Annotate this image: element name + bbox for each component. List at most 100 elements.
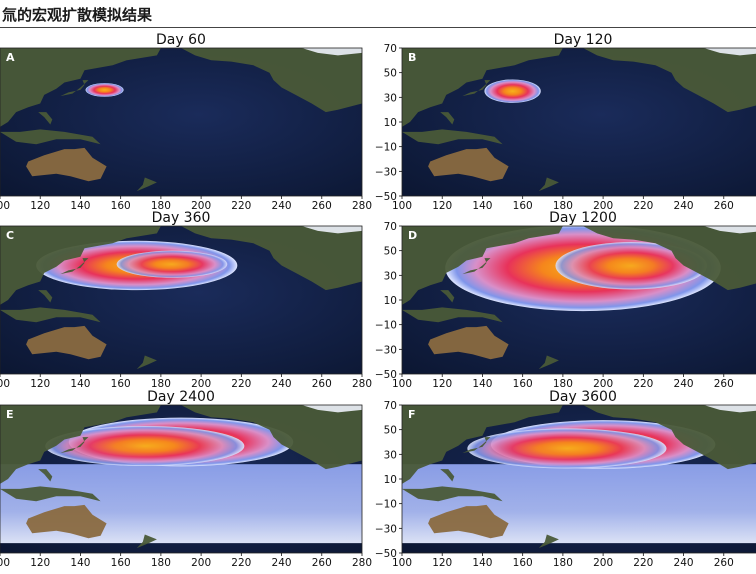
philippines-island	[440, 290, 455, 303]
x-tick-label: 180	[151, 557, 171, 569]
x-tick-label: 240	[674, 557, 694, 569]
x-tick-label: 260	[312, 378, 332, 390]
y-tick-label: 50	[384, 246, 397, 258]
y-tick-label: 10	[384, 295, 397, 307]
japan-island	[462, 437, 491, 454]
map-panel-e: E Day 2400 100 120 140 160 180 200 220 240 260 280	[0, 389, 372, 569]
japan-island	[60, 258, 89, 275]
x-tick-label: 260	[714, 378, 734, 390]
x-tick-label: 140	[70, 378, 90, 390]
x-tick-label: 240	[674, 200, 694, 212]
panel-letter: D	[408, 229, 417, 242]
x-tick-label: 260	[714, 557, 734, 569]
x-tick-label: 220	[231, 200, 251, 212]
x-tick-label: 120	[432, 557, 452, 569]
map-panel-b: B Day 120 100 120 140 160 180 200 220 240 260 70 50 3…	[375, 32, 756, 212]
panel-border	[0, 225, 363, 375]
y-tick-label: 30	[384, 92, 397, 104]
title-divider	[0, 27, 756, 28]
north-america-landmass	[583, 48, 756, 113]
x-tick-label: 100	[0, 378, 10, 390]
panel-title: Day 2400	[147, 389, 215, 405]
x-tick-label: 200	[191, 557, 211, 569]
panel-content-e	[0, 405, 362, 549]
x-tick-label: 160	[111, 557, 131, 569]
x-tick-label: 120	[30, 378, 50, 390]
north-america-landmass	[181, 405, 362, 470]
x-tick-label: 100	[392, 200, 412, 212]
panel-title: Day 60	[156, 32, 206, 48]
greenland-ice	[703, 226, 756, 234]
x-tick-label: 160	[111, 200, 131, 212]
x-tick-label: 120	[432, 200, 452, 212]
x-tick-label: 260	[312, 557, 332, 569]
x-tick-label: 200	[191, 378, 211, 390]
japan-island	[462, 258, 491, 275]
plume-eastern-tail	[116, 250, 228, 278]
x-tick-label: 160	[111, 378, 131, 390]
x-tick-label: 260	[714, 200, 734, 212]
x-tick-label: 200	[593, 378, 613, 390]
x-tick-label: 120	[432, 378, 452, 390]
asia-landmass	[402, 405, 563, 484]
x-tick-label: 260	[312, 200, 332, 212]
philippines-island	[38, 112, 53, 125]
plume-core	[45, 425, 245, 467]
new-zealand-island	[136, 177, 157, 192]
x-tick-label: 200	[593, 557, 613, 569]
plume-low-concentration	[402, 464, 756, 544]
y-tick-label: −50	[375, 191, 397, 203]
new-zealand-island	[136, 534, 157, 549]
panel-border	[0, 47, 363, 197]
map-panel-c: C Day 360 100 120 140 160 180 200 220 240 260 280	[0, 210, 372, 390]
x-tick-label: 180	[151, 378, 171, 390]
x-tick-label: 120	[30, 557, 50, 569]
australia-landmass	[428, 504, 509, 539]
panel-title: Day 1200	[549, 210, 617, 226]
maritime-asia-islands	[402, 307, 503, 323]
y-tick-label: −30	[375, 344, 397, 356]
greenland-ice	[301, 226, 362, 234]
y-tick-label: 50	[384, 425, 397, 437]
australia-landmass	[428, 147, 509, 182]
y-tick-label: 10	[384, 474, 397, 486]
y-tick-label: −50	[375, 548, 397, 560]
panel-title: Day 360	[152, 210, 211, 226]
maritime-asia-islands	[0, 307, 101, 323]
panel-content-c	[0, 226, 362, 370]
x-tick-label: 200	[191, 200, 211, 212]
x-tick-label: 280	[352, 378, 372, 390]
maritime-asia-islands	[402, 486, 503, 502]
panel-border	[0, 404, 363, 554]
x-tick-label: 180	[151, 200, 171, 212]
map-panel-d: D Day 1200 100 120 140 160 180 200 220 240 260 70 50…	[375, 210, 756, 390]
x-tick-label: 180	[553, 200, 573, 212]
panel-letter: A	[6, 51, 15, 64]
australia-landmass	[26, 325, 107, 360]
panel-letter: E	[6, 408, 14, 421]
x-tick-label: 240	[272, 200, 292, 212]
plume-low-concentration	[0, 464, 362, 544]
x-tick-label: 140	[472, 557, 492, 569]
asia-landmass	[402, 48, 563, 127]
x-tick-label: 140	[472, 200, 492, 212]
new-zealand-island	[538, 534, 559, 549]
plume-core	[467, 428, 667, 469]
greenland-ice	[703, 48, 756, 56]
philippines-island	[38, 469, 53, 482]
y-tick-label: −30	[375, 166, 397, 178]
y-tick-label: −10	[375, 320, 397, 332]
asia-landmass	[0, 405, 161, 484]
y-tick-label: 30	[384, 270, 397, 282]
new-zealand-island	[136, 355, 157, 370]
panel-letter: F	[408, 408, 416, 421]
panel-title: Day 120	[554, 32, 613, 48]
asia-landmass	[0, 226, 161, 305]
philippines-island	[440, 112, 455, 125]
panel-content-b	[402, 48, 756, 192]
japan-island	[462, 80, 491, 97]
panel-content-d	[402, 226, 756, 370]
x-tick-label: 220	[231, 557, 251, 569]
philippines-island	[38, 290, 53, 303]
north-america-landmass	[583, 226, 756, 291]
